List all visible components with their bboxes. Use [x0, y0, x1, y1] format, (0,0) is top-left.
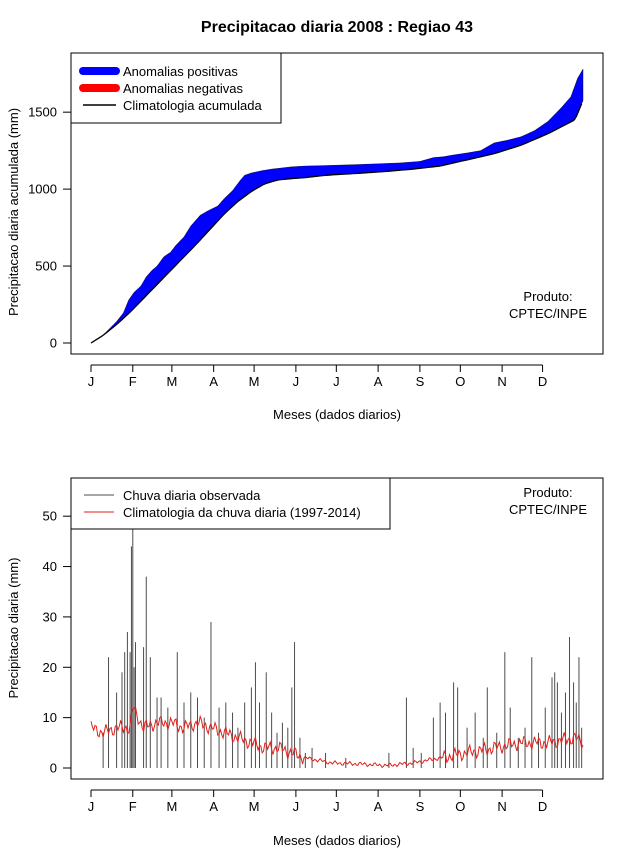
y-tick-label: 40	[43, 559, 57, 574]
legend: Chuva diaria observada Climatologia da c…	[70, 477, 391, 530]
x-axis-label: Meses (dados diarios)	[273, 833, 401, 848]
y-axis-label: Precipitacao diaria (mm)	[6, 558, 21, 699]
legend-label-negative: Anomalias negativas	[123, 81, 243, 96]
x-tick-label: J	[333, 374, 340, 389]
x-tick-label: S	[416, 374, 425, 389]
legend-label-observed: Chuva diaria observada	[123, 488, 261, 503]
x-tick-label: A	[374, 374, 383, 389]
y-axis: 0 10 20 30 40 50	[43, 509, 72, 776]
y-tick-label: 500	[35, 259, 57, 274]
x-tick-label: A	[374, 799, 383, 814]
x-tick-label: M	[249, 799, 260, 814]
y-tick-label: 30	[43, 609, 57, 624]
x-tick-label: N	[497, 374, 506, 389]
climatology-cumulative-line	[90, 103, 583, 344]
x-tick-label: D	[538, 799, 547, 814]
daily-panel: 0 10 20 30 40 50 J F M A M J J A S O N D Precipitacao di…	[6, 477, 604, 848]
x-tick-label: D	[538, 374, 547, 389]
x-tick-label: J	[88, 374, 95, 389]
annotation-cptec: CPTEC/INPE	[509, 306, 587, 321]
x-tick-label: A	[209, 799, 218, 814]
x-tick-label: S	[416, 799, 425, 814]
legend-label-climatology: Climatologia acumulada	[123, 98, 263, 113]
x-tick-label: N	[497, 799, 506, 814]
x-tick-label: J	[333, 799, 340, 814]
y-axis: 0 500 1000 1500	[28, 105, 72, 351]
x-tick-label: J	[88, 799, 95, 814]
y-tick-label: 1000	[28, 182, 57, 197]
x-tick-label: J	[293, 799, 300, 814]
annotation-cptec: CPTEC/INPE	[509, 502, 587, 517]
x-tick-label: F	[129, 374, 137, 389]
chart-title: Precipitacao diaria 2008 : Regiao 43	[201, 19, 473, 36]
x-tick-label: J	[293, 374, 300, 389]
y-tick-label: 50	[43, 509, 57, 524]
x-tick-label: M	[249, 374, 260, 389]
legend-box	[70, 477, 391, 530]
annotation-produto: Produto:	[523, 289, 572, 304]
y-tick-label: 10	[43, 710, 57, 725]
x-tick-label: O	[455, 374, 465, 389]
legend: Anomalias positivas Anomalias negativas …	[70, 52, 282, 124]
x-tick-label: F	[129, 799, 137, 814]
annotation-produto: Produto:	[523, 485, 572, 500]
legend-label-positive: Anomalias positivas	[123, 64, 238, 79]
climatology-daily-line	[90, 705, 584, 769]
x-tick-label: A	[209, 374, 218, 389]
y-tick-label: 0	[50, 761, 57, 776]
y-tick-label: 0	[50, 336, 57, 351]
y-tick-label: 1500	[28, 105, 57, 120]
y-axis-label: Precipitacao diaria acumulada (mm)	[6, 108, 21, 316]
daily-bars-layer	[102, 491, 583, 768]
x-tick-label: O	[455, 799, 465, 814]
cumulative-panel: 0 500 1000 1500 J F M A M J J A S O N D Precipitacao d…	[6, 52, 604, 422]
y-tick-label: 20	[43, 660, 57, 675]
x-tick-label: M	[166, 374, 177, 389]
x-axis-label: Meses (dados diarios)	[273, 407, 401, 422]
legend-label-climatology: Climatologia da chuva diaria (1997-2014)	[123, 505, 361, 520]
x-tick-label: M	[166, 799, 177, 814]
